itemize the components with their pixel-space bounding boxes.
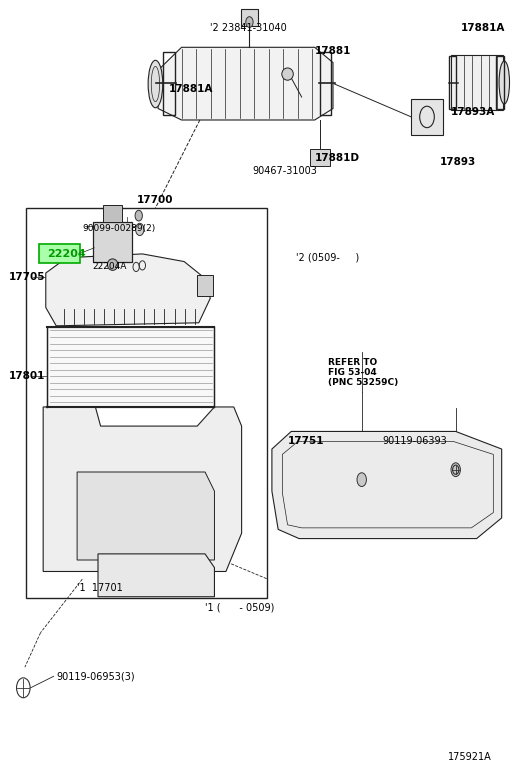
Text: REFER TO
FIG 53-04
(PNC 53259C): REFER TO FIG 53-04 (PNC 53259C): [328, 358, 398, 387]
Ellipse shape: [282, 68, 293, 80]
Polygon shape: [77, 472, 214, 560]
Text: 17705: 17705: [9, 272, 46, 282]
Bar: [103, 205, 121, 222]
Bar: [26, 208, 267, 598]
Circle shape: [246, 17, 253, 28]
Ellipse shape: [148, 61, 163, 108]
Text: 17700: 17700: [137, 195, 174, 205]
Circle shape: [135, 210, 142, 221]
Text: 17893: 17893: [440, 157, 476, 167]
Text: 17881A: 17881A: [169, 84, 213, 94]
Text: 90099-00289(2): 90099-00289(2): [82, 224, 155, 233]
Text: 90119-06393: 90119-06393: [383, 436, 447, 446]
Text: '2 (0509-     ): '2 (0509- ): [297, 253, 360, 263]
Text: 17751: 17751: [288, 436, 324, 446]
Circle shape: [451, 463, 460, 477]
Polygon shape: [43, 407, 242, 571]
Text: 175921A: 175921A: [448, 753, 491, 763]
Text: 17801: 17801: [9, 372, 46, 382]
Circle shape: [135, 223, 144, 236]
Bar: [47, 326, 214, 407]
Bar: [163, 52, 175, 114]
Text: 17893A: 17893A: [450, 108, 495, 118]
Text: '1 (      - 0509): '1 ( - 0509): [205, 602, 275, 612]
Polygon shape: [158, 48, 333, 120]
Bar: [310, 149, 330, 166]
Ellipse shape: [499, 61, 509, 104]
Bar: [497, 57, 504, 108]
Text: '1  17701: '1 17701: [77, 584, 123, 594]
Text: 90119-06953(3): 90119-06953(3): [56, 671, 135, 681]
Text: 17881: 17881: [314, 46, 351, 56]
Bar: [411, 98, 443, 135]
Text: 22204: 22204: [47, 249, 86, 259]
Polygon shape: [272, 432, 502, 538]
Bar: [320, 52, 331, 114]
Bar: [93, 222, 132, 262]
Circle shape: [357, 473, 366, 487]
Polygon shape: [46, 254, 211, 326]
Bar: [449, 57, 456, 108]
Polygon shape: [98, 554, 214, 597]
Ellipse shape: [108, 259, 118, 270]
Text: 17881A: 17881A: [461, 23, 506, 33]
Text: 90467-31003: 90467-31003: [252, 166, 317, 177]
Bar: [197, 275, 213, 296]
Text: '2 23841-31040: '2 23841-31040: [211, 23, 287, 33]
Bar: [240, 9, 258, 26]
Bar: [39, 244, 80, 263]
Bar: [450, 55, 503, 110]
Text: 22204A: 22204A: [93, 263, 127, 271]
Text: 17881D: 17881D: [314, 154, 360, 164]
